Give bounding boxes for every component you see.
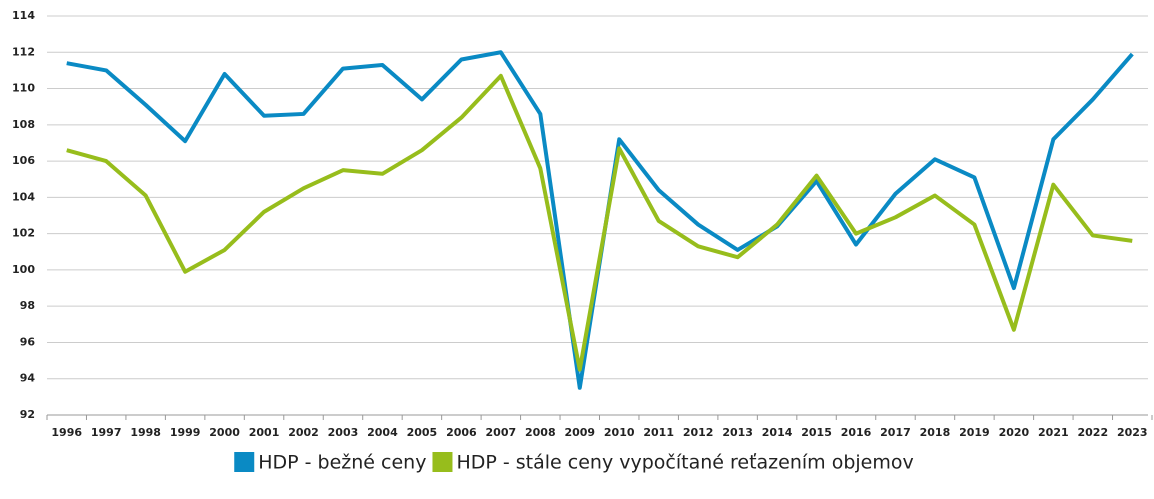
x-tick-label: 2002 — [288, 426, 319, 439]
x-tick-label: 2000 — [209, 426, 240, 439]
y-tick-label: 108 — [12, 118, 35, 131]
y-tick-label: 94 — [20, 372, 36, 385]
x-tick-label: 2011 — [643, 426, 674, 439]
x-tick-label: 2014 — [762, 426, 793, 439]
x-tick-label: 2013 — [722, 426, 753, 439]
x-tick-label: 1996 — [51, 426, 82, 439]
legend-label: HDP - bežné ceny — [258, 452, 426, 474]
x-tick-label: 2005 — [407, 426, 438, 439]
x-tick-label: 2006 — [446, 426, 477, 439]
y-tick-label: 104 — [12, 190, 35, 203]
legend-swatch — [234, 452, 255, 472]
y-tick-label: 92 — [20, 408, 35, 421]
y-tick-label: 98 — [20, 299, 35, 312]
x-tick-label: 2015 — [801, 426, 832, 439]
y-tick-label: 102 — [12, 227, 35, 240]
x-tick-label: 1998 — [130, 426, 161, 439]
x-tick-label: 2004 — [367, 426, 398, 439]
x-tick-label: 2016 — [841, 426, 872, 439]
x-tick-label: 2022 — [1077, 426, 1108, 439]
x-tick-label: 2007 — [486, 426, 517, 439]
x-tick-label: 2021 — [1038, 426, 1069, 439]
line-series — [66, 73, 1133, 372]
x-tick-label: 2020 — [999, 426, 1030, 439]
y-tick-label: 100 — [12, 263, 35, 276]
x-tick-label: 2019 — [959, 426, 990, 439]
legend-label: HDP - stále ceny vypočítané reťazením ob… — [456, 452, 913, 474]
x-tick-label: 1997 — [91, 426, 122, 439]
x-tick-label: 2017 — [880, 426, 911, 439]
x-tick-label: 2001 — [249, 426, 280, 439]
y-tick-label: 96 — [20, 335, 36, 348]
x-tick-label: 2010 — [604, 426, 635, 439]
line-series — [66, 50, 1134, 390]
x-tick-label: 2012 — [683, 426, 714, 439]
legend-swatch — [432, 452, 453, 472]
x-tick-label: 2018 — [920, 426, 951, 439]
x-tick-label: 2003 — [328, 426, 359, 439]
x-tick-label: 1999 — [170, 426, 201, 439]
x-tick-label: 2023 — [1117, 426, 1148, 439]
x-tick-label: 2008 — [525, 426, 556, 439]
y-tick-label: 106 — [12, 154, 35, 167]
y-tick-label: 114 — [12, 9, 35, 22]
y-tick-label: 112 — [12, 45, 35, 58]
y-tick-label: 110 — [12, 82, 35, 95]
x-tick-label: 2009 — [564, 426, 595, 439]
